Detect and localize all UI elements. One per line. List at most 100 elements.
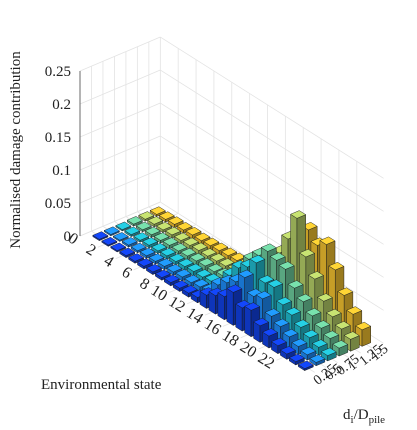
bar-top-face	[104, 226, 120, 235]
bar	[110, 242, 127, 253]
bar-top-face	[285, 307, 301, 316]
bar-top-face	[300, 346, 317, 356]
bar-top-face	[226, 284, 243, 293]
bar-top-face	[147, 216, 164, 225]
bar	[158, 211, 175, 223]
bar	[137, 258, 153, 270]
bar-top-face	[260, 243, 277, 252]
bar	[320, 347, 337, 362]
z-axis-title: Normalised damage contribution	[8, 51, 24, 249]
bar	[104, 226, 120, 237]
bar-top-face	[130, 242, 147, 252]
bar-top-face	[160, 247, 176, 257]
bar-top-face	[178, 258, 194, 267]
z-tick-label: 0.05	[45, 196, 71, 212]
bar-top-face	[146, 263, 162, 273]
bar-top-face	[167, 216, 184, 225]
bar-top-face	[195, 269, 212, 278]
bar-top-face	[278, 261, 295, 270]
bar-top-face	[269, 252, 286, 261]
bar-top-face	[139, 247, 156, 257]
x-tick-label: 4	[101, 252, 117, 271]
bar-top-face	[326, 308, 342, 318]
bar	[186, 263, 203, 277]
bar	[175, 269, 192, 282]
x-tick-label: 20	[237, 338, 260, 361]
bar	[149, 206, 166, 217]
bar-top-face	[258, 275, 275, 284]
bar-top-face	[138, 211, 155, 220]
bar-top-face	[156, 221, 172, 231]
y-axis-title-main: d	[343, 407, 351, 423]
bar-top-face	[183, 237, 199, 246]
bar-front-face	[235, 303, 243, 332]
z-gridline-side	[160, 135, 384, 278]
bar-top-face	[121, 237, 138, 246]
bar-top-face	[287, 280, 304, 289]
x-tick-label: 16	[201, 316, 224, 339]
bar-top-face	[343, 331, 360, 340]
bar-top-face	[175, 269, 192, 278]
bar-top-face	[162, 237, 179, 246]
bar-top-face	[110, 242, 127, 251]
x-axis-title: Environmental state	[41, 377, 162, 393]
bar-top-face	[194, 232, 211, 241]
bar-top-face	[312, 339, 328, 348]
z-tick-label: 0.2	[52, 97, 71, 113]
bar-top-face	[212, 242, 229, 251]
tick-labels: 00.050.10.150.20.2502468101214161820220.…	[45, 64, 392, 389]
bar-top-face	[142, 237, 158, 246]
bar	[113, 232, 129, 242]
bar-front-face	[217, 292, 225, 321]
bar-top-face	[149, 206, 166, 215]
z-tick-label: 0.15	[45, 130, 71, 146]
bar-top-face	[355, 321, 371, 331]
bar	[183, 237, 199, 250]
z-gridline-back	[79, 168, 161, 204]
bar-top-face	[164, 274, 180, 283]
bar-top-face	[124, 226, 141, 235]
bar	[185, 227, 202, 240]
z-gridline-side	[160, 102, 384, 245]
y-axis-title-sub1: i	[351, 414, 354, 426]
bar-top-face	[299, 248, 315, 258]
z-gridline-back	[79, 36, 161, 72]
bar	[92, 231, 109, 241]
bar	[297, 360, 314, 371]
bar-top-face	[337, 287, 354, 296]
bar-top-face	[165, 226, 181, 236]
bar-top-face	[319, 236, 336, 245]
bar-top-face	[207, 263, 224, 272]
bar-top-face	[153, 232, 170, 241]
bar-top-face	[294, 319, 310, 328]
z-tick-label: 0.1	[52, 163, 71, 179]
z-gridline-side	[160, 69, 384, 212]
bar-top-face	[253, 317, 269, 327]
bar-top-face	[328, 262, 345, 271]
bar	[174, 232, 190, 245]
bar	[273, 318, 290, 344]
x-tick-label: 6	[119, 264, 135, 283]
bar-top-face	[198, 258, 215, 267]
bar	[164, 274, 180, 287]
bar-front-face	[244, 306, 252, 337]
bar	[309, 354, 326, 367]
bar-top-face	[280, 346, 296, 355]
bar	[115, 221, 132, 232]
bar-top-face	[238, 269, 254, 278]
z-gridline-back	[79, 69, 161, 105]
bar-top-face	[255, 290, 272, 300]
bar-top-face	[305, 308, 322, 317]
bar-top-face	[308, 271, 324, 280]
bar-top-face	[290, 210, 306, 219]
bar-top-face	[303, 329, 319, 338]
bar	[280, 346, 296, 360]
x-tick-label: 18	[219, 327, 242, 350]
bar-top-face	[101, 237, 118, 246]
bar-top-face	[127, 216, 143, 225]
bar-top-face	[203, 237, 220, 246]
z-gridline-side	[160, 36, 384, 179]
y-axis-title-sub2: pile	[369, 414, 386, 426]
x-tick-label: 14	[183, 305, 206, 328]
bar	[142, 237, 158, 249]
